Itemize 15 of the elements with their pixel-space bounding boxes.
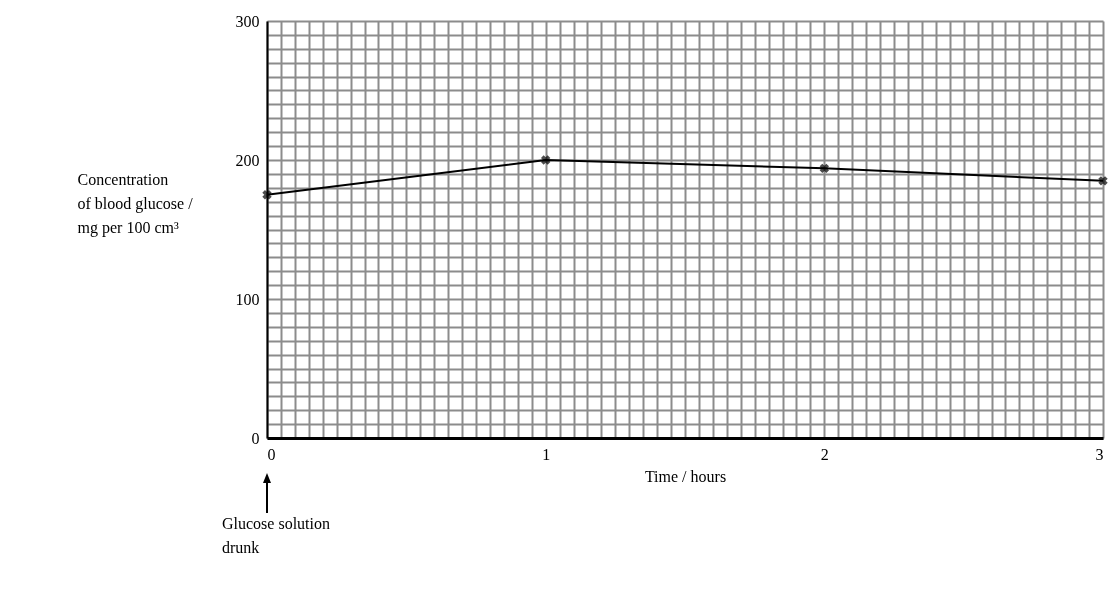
x-axis-title: Time / hours <box>644 467 727 485</box>
x-tick-label: 1 <box>542 445 551 463</box>
x-tick-label: 0 <box>267 445 276 463</box>
y-tick-label: 100 <box>235 290 260 308</box>
y-tick-label: 200 <box>235 151 260 169</box>
y-axis-title: Concentration of blood glucose / mg per 100 cm³ <box>77 170 194 237</box>
y-tick-label: 300 <box>235 12 260 30</box>
point <box>819 163 830 174</box>
text: Glucose solution drunk <box>222 515 330 556</box>
y-tick-label: 0 <box>251 429 260 447</box>
point <box>262 190 272 200</box>
point <box>1098 176 1108 186</box>
x-tick-label: 3 <box>1095 445 1104 463</box>
point <box>540 155 551 165</box>
x-tick-label: 2 <box>820 445 829 463</box>
